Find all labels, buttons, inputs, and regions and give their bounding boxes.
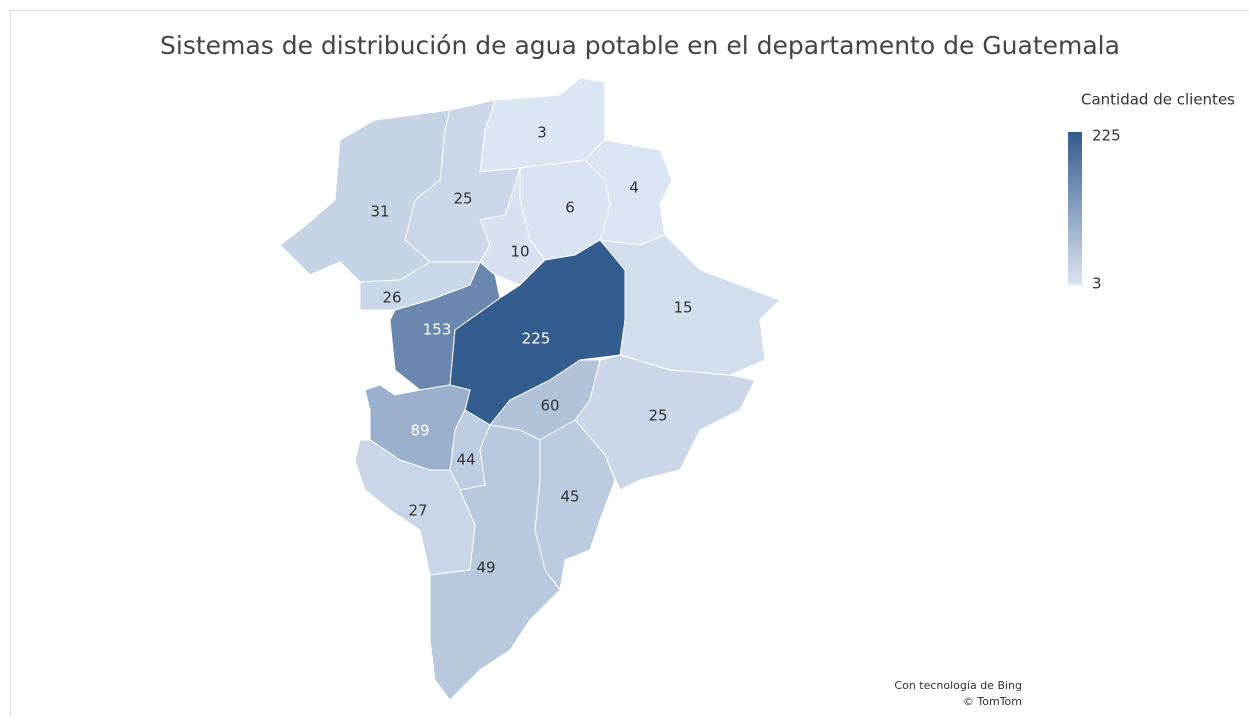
- region-value-label: 6: [565, 199, 575, 217]
- region-value-label: 49: [476, 559, 495, 577]
- region-value-label: 25: [453, 190, 472, 208]
- region-value-label: 15: [673, 299, 692, 317]
- region-value-label: 60: [540, 397, 559, 415]
- region-value-label: 225: [522, 330, 551, 348]
- region-value-label: 10: [510, 243, 529, 261]
- credit: Con tecnología de Bing: [894, 679, 1022, 692]
- legend-max-label: 225: [1092, 127, 1121, 145]
- region-value-label: 25: [648, 407, 667, 425]
- legend-colorbar: [1068, 132, 1082, 285]
- legend-title: Cantidad de clientes: [1081, 91, 1235, 109]
- legend-min-label: 3: [1092, 275, 1102, 293]
- region-value-label: 26: [382, 289, 401, 307]
- region-value-label: 4: [629, 179, 639, 197]
- chart-title: Sistemas de distribución de agua potable…: [160, 31, 1120, 60]
- region-value-label: 44: [456, 451, 475, 469]
- region-value-label: 31: [370, 203, 389, 221]
- region-value-label: 89: [410, 422, 429, 440]
- region-value-label: 45: [560, 488, 579, 506]
- regions: [280, 78, 780, 700]
- region-value-label: 27: [408, 502, 427, 520]
- credit: © TomTom: [963, 695, 1022, 708]
- region-value-label: 153: [423, 321, 452, 339]
- region-value-label: 3: [537, 124, 547, 142]
